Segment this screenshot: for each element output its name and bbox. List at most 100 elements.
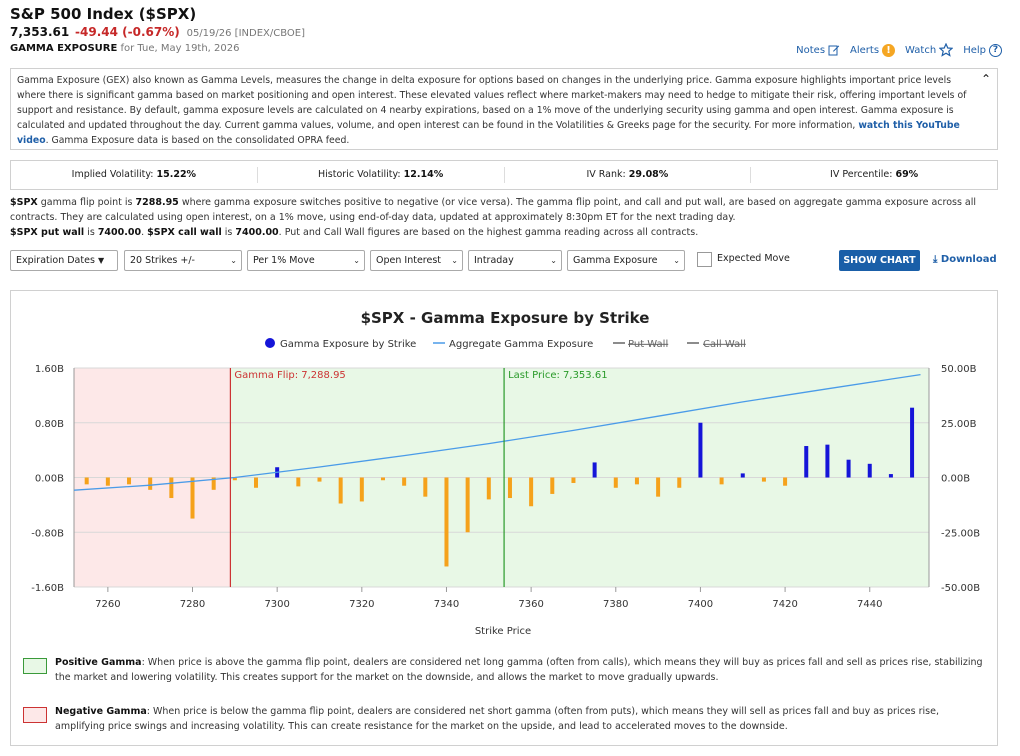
y-tick-label: -50.00B — [941, 583, 980, 594]
y-tick-label: 50.00B — [941, 364, 977, 375]
stat-label: IV Percentile: — [830, 169, 893, 180]
gamma-bar — [529, 477, 534, 507]
notes-label: Notes — [796, 44, 826, 56]
gridlines — [73, 367, 930, 588]
negative-gamma-swatch — [23, 707, 47, 723]
chart-title: $SPX - Gamma Exposure by Strike — [361, 309, 650, 327]
x-tick-label: 7320 — [349, 599, 374, 610]
gamma-bar — [338, 477, 343, 504]
y-tick-label: -1.60B — [31, 583, 64, 594]
chevron-down-icon: ⌄ — [230, 256, 237, 265]
x-tick-label: 7400 — [688, 599, 713, 610]
help-link[interactable]: Help ? — [963, 43, 1002, 57]
gamma-bar — [402, 477, 407, 486]
text: . — [141, 227, 148, 238]
x-axis-label: Strike Price — [475, 626, 531, 637]
help-icon: ? — [989, 43, 1002, 57]
stat-historic-volatility: Historic Volatility: 12.14% — [258, 167, 505, 183]
stat-value: 29.08% — [628, 169, 669, 180]
gamma-bar — [84, 477, 89, 485]
select-value: Gamma Exposure — [573, 255, 658, 266]
expected-move-checkbox[interactable] — [697, 252, 712, 267]
legend-item-put-wall: Put Wall — [628, 339, 668, 350]
last-price-label: Last Price: 7,353.61 — [508, 370, 607, 381]
gamma-bar — [380, 477, 385, 481]
gamma-bar — [571, 477, 576, 483]
chevron-down-icon: ⌄ — [353, 256, 360, 265]
note-title: Positive Gamma — [55, 657, 142, 668]
expected-move-label[interactable]: Expected Move — [717, 253, 790, 264]
gamma-bar — [825, 444, 830, 478]
dropdown-value: Expiration Dates — [16, 255, 95, 266]
gamma-bar — [359, 477, 364, 502]
gamma-bar — [613, 477, 618, 488]
download-label: Download — [940, 254, 997, 265]
move-select[interactable]: Per 1% Move ⌄ — [247, 250, 365, 271]
show-chart-button[interactable]: SHOW CHART — [839, 250, 920, 271]
select-value: Open Interest — [376, 255, 442, 266]
alert-icon: ! — [882, 43, 896, 57]
help-label: Help — [963, 44, 986, 56]
stat-label: Implied Volatility: — [71, 169, 154, 180]
gamma-bar — [444, 477, 449, 567]
text: is — [221, 227, 236, 238]
gamma-bar — [783, 477, 788, 486]
flip-summary: $SPX gamma flip point is 7288.95 where g… — [10, 195, 1000, 240]
gamma-bar — [698, 422, 703, 478]
stat-label: Historic Volatility: — [318, 169, 401, 180]
x-tick-label: 7380 — [603, 599, 628, 610]
gamma-chart-panel: Gamma Flip: 7,288.95 Last Price: 7,353.6… — [10, 290, 998, 746]
x-tick-label: 7420 — [772, 599, 797, 610]
gamma-exposure-chart: Gamma Flip: 7,288.95 Last Price: 7,353.6… — [31, 309, 980, 637]
period-select[interactable]: Intraday ⌄ — [468, 250, 562, 271]
gamma-bar — [846, 459, 851, 478]
subtitle-section: GAMMA EXPOSURE — [10, 43, 118, 54]
youtube-link[interactable]: watch this YouTube video — [17, 120, 960, 146]
gamma-bar — [296, 477, 301, 487]
gamma-bar — [888, 474, 893, 478]
note-title: Negative Gamma — [55, 706, 147, 717]
y-tick-label: 25.00B — [941, 419, 977, 430]
gamma-bar — [190, 477, 195, 519]
legend-item-gamma: Gamma Exposure by Strike — [280, 339, 416, 350]
gamma-bar — [148, 477, 153, 490]
stat-iv-rank: IV Rank: 29.08% — [505, 167, 752, 183]
alerts-link[interactable]: Alerts ! — [850, 43, 896, 57]
notes-link[interactable]: Notes — [796, 43, 840, 57]
gamma-bar — [105, 477, 110, 486]
interest-select[interactable]: Open Interest ⌄ — [370, 250, 463, 271]
x-tick-label: 7280 — [180, 599, 205, 610]
x-tick-label: 7340 — [434, 599, 459, 610]
gamma-bar — [486, 477, 491, 500]
x-tick-label: 7300 — [264, 599, 289, 610]
note-text: : When price is above the gamma flip poi… — [55, 657, 983, 683]
chart-legend: Gamma Exposure by Strike Aggregate Gamma … — [265, 338, 746, 350]
strikes-select[interactable]: 20 Strikes +/- ⌄ — [124, 250, 242, 271]
stat-iv-percentile: IV Percentile: 69% — [751, 167, 997, 183]
stat-value: 15.22% — [156, 169, 197, 180]
gamma-bar — [910, 407, 915, 478]
metric-select[interactable]: Gamma Exposure ⌄ — [567, 250, 685, 271]
gamma-bar — [211, 477, 216, 490]
subtitle-date: for Tue, May 19th, 2026 — [120, 43, 240, 54]
download-link[interactable]: ⤓ Download — [933, 254, 997, 265]
page-title: S&P 500 Index ($SPX) — [10, 5, 197, 23]
alerts-label: Alerts — [850, 44, 880, 56]
chevron-down-icon: ⌄ — [451, 256, 458, 265]
symbol: $SPX — [10, 197, 38, 208]
x-tick-label: 7360 — [518, 599, 543, 610]
bars — [84, 407, 915, 567]
expiration-dates-dropdown[interactable]: Expiration Dates ▼ — [10, 250, 118, 271]
text: . Put and Call Wall figures are based on… — [278, 227, 699, 238]
gamma-bar — [465, 477, 470, 533]
y-axis-left: 1.60B 0.80B 0.00B -0.80B -1.60B — [31, 364, 64, 594]
price-change: -49.44 (-0.67%) — [75, 25, 180, 39]
y-axis-right: 50.00B 25.00B 0.00B -25.00B -50.00B — [941, 364, 980, 594]
positive-gamma-swatch — [23, 658, 47, 674]
watch-link[interactable]: Watch — [905, 43, 954, 57]
text: where gamma exposure switches positive t… — [10, 197, 977, 223]
stat-value: 69% — [895, 169, 919, 180]
gamma-bar — [761, 477, 766, 482]
select-value: Intraday — [474, 255, 514, 266]
chevron-up-icon[interactable]: ⌃ — [980, 72, 991, 86]
